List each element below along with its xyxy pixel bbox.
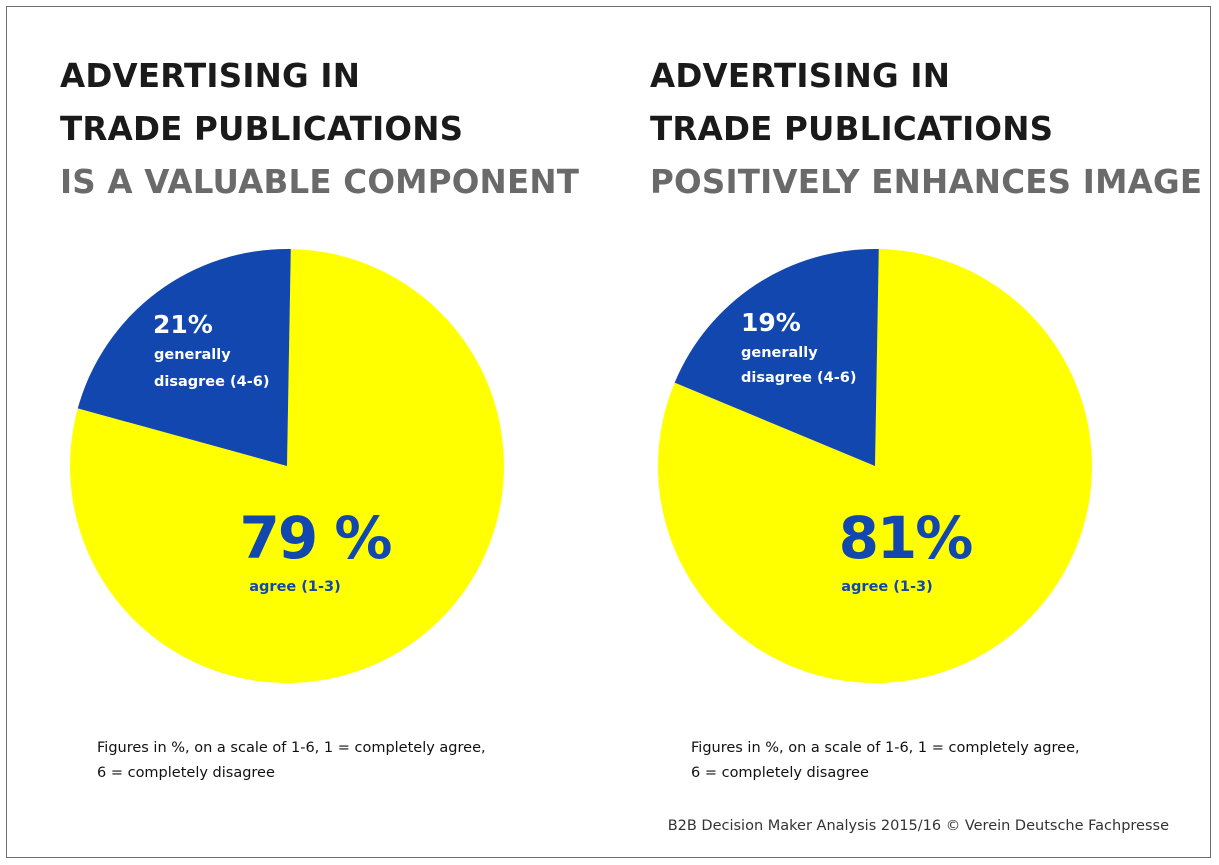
- source-credit: B2B Decision Maker Analysis 2015/16 © Ve…: [667, 818, 1169, 834]
- title-line-2: TRADE PUBLICATIONS: [650, 110, 1054, 148]
- pie-slice-agree: [657, 249, 1092, 683]
- title-line-1: ADVERTISING IN: [60, 57, 361, 95]
- pie-chart: 21% generally disagree (4-6) 79 % agree …: [69, 248, 504, 683]
- disagree-label-line-2: disagree (4-6): [741, 370, 856, 386]
- chart-panel-enhances-image: ADVERTISING IN TRADE PUBLICATIONS POSITI…: [590, 0, 1202, 865]
- scale-note: Figures in %, on a scale of 1-6, 1 = com…: [691, 736, 1080, 786]
- title-line-2: TRADE PUBLICATIONS: [60, 110, 464, 148]
- chart-subtitle: IS A VALUABLE COMPONENT: [60, 163, 580, 201]
- disagree-percent-label: 19%: [741, 308, 801, 337]
- pie-slice-disagree: [674, 248, 879, 466]
- chart-panel-valuable-component: ADVERTISING IN TRADE PUBLICATIONS IS A V…: [0, 0, 600, 865]
- disagree-label-line-2: disagree (4-6): [154, 374, 269, 390]
- agree-percent-label: 81%: [839, 504, 973, 572]
- chart-title: ADVERTISING IN TRADE PUBLICATIONS POSITI…: [650, 50, 1202, 209]
- agree-label: agree (1-3): [841, 579, 932, 595]
- scale-note-line-1: Figures in %, on a scale of 1-6, 1 = com…: [691, 740, 1080, 756]
- chart-title: ADVERTISING IN TRADE PUBLICATIONS IS A V…: [60, 50, 579, 209]
- scale-note-line-1: Figures in %, on a scale of 1-6, 1 = com…: [97, 740, 486, 756]
- title-line-1: ADVERTISING IN: [650, 57, 951, 95]
- scale-note-line-2: 6 = completely disagree: [97, 765, 275, 781]
- disagree-percent-label: 21%: [153, 310, 213, 339]
- pie-slice-agree: [69, 249, 504, 683]
- disagree-label-line-1: generally: [154, 347, 231, 363]
- agree-label: agree (1-3): [249, 579, 340, 595]
- chart-frame: [6, 6, 1211, 858]
- pie-chart: 19% generally disagree (4-6) 81% agree (…: [657, 248, 1092, 683]
- agree-percent-label: 79 %: [239, 504, 391, 572]
- chart-subtitle: POSITIVELY ENHANCES IMAGE: [650, 163, 1203, 201]
- scale-note: Figures in %, on a scale of 1-6, 1 = com…: [97, 736, 486, 786]
- pie-slice-disagree: [77, 248, 291, 466]
- scale-note-line-2: 6 = completely disagree: [691, 765, 869, 781]
- disagree-label-line-1: generally: [741, 345, 818, 361]
